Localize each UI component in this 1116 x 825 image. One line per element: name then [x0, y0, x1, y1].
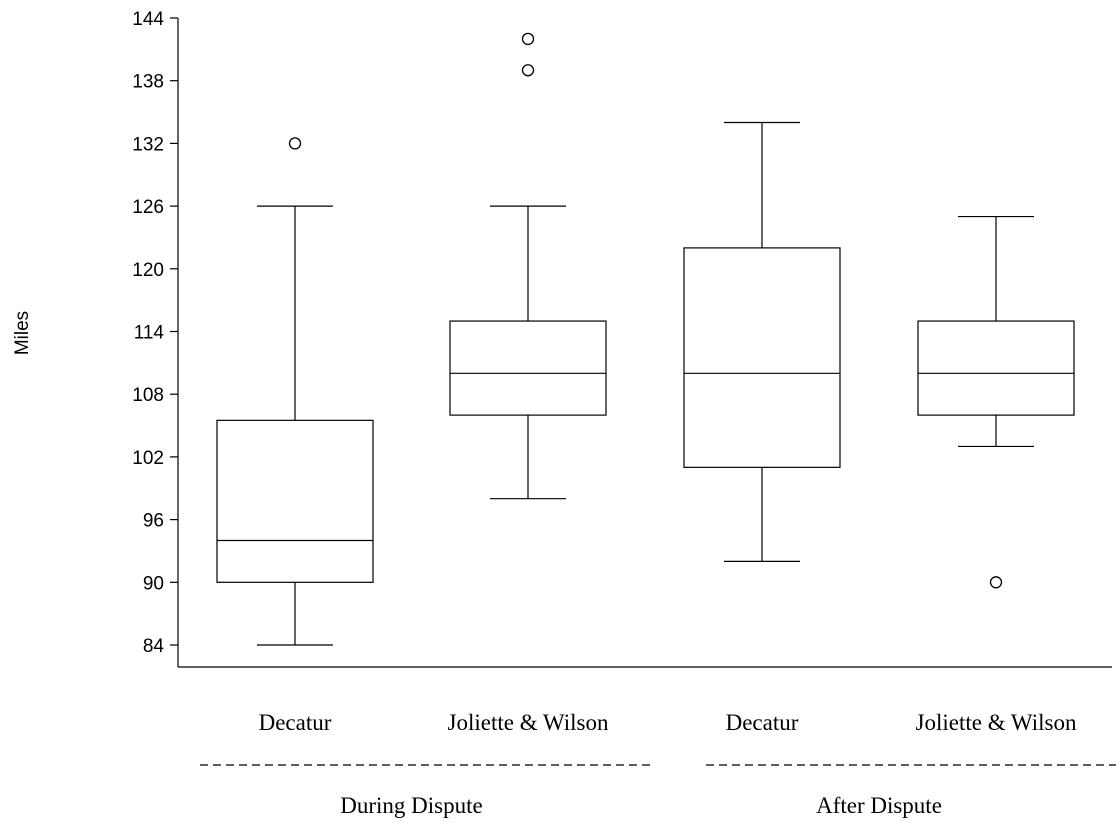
outlier-point: [288, 137, 302, 150]
y-tick-label: 108: [132, 385, 164, 406]
y-tick-label: 114: [134, 323, 165, 344]
y-axis-label: Miles: [12, 311, 33, 355]
y-tick-label: 96: [143, 511, 164, 532]
category-label: Joliette & Wilson: [448, 710, 609, 735]
category-label: Decatur: [726, 710, 799, 735]
box-2: [449, 32, 607, 500]
outlier-point: [521, 32, 535, 46]
y-tick-label: 144: [132, 9, 164, 30]
group-labels: During Dispute After Dispute: [200, 764, 1116, 818]
y-tick-label: 102: [132, 448, 164, 469]
y-tick-label: 84: [143, 636, 165, 657]
y-tick-label: 132: [132, 134, 164, 155]
y-tick-label: 90: [143, 573, 164, 594]
y-ticks: 84 90 96 102 108 114 120 126 132 138 144: [132, 9, 178, 657]
category-labels: Decatur Joliette & Wilson Decatur Joliette …: [259, 710, 1077, 735]
axes: [177, 18, 1112, 668]
y-tick-label: 120: [132, 260, 164, 281]
y-tick-label: 138: [132, 72, 164, 93]
box-1: [216, 137, 374, 646]
category-label: Decatur: [259, 710, 332, 735]
boxes: [216, 32, 1075, 646]
group-label: After Dispute: [816, 793, 942, 818]
category-label: Joliette & Wilson: [916, 710, 1077, 735]
iqr-box: [917, 320, 1075, 416]
iqr-box: [449, 320, 607, 416]
iqr-box: [216, 419, 374, 583]
group-label: During Dispute: [340, 793, 482, 818]
outlier-point: [521, 64, 535, 77]
box-3: [683, 121, 841, 563]
outlier-point: [989, 576, 1003, 589]
box-4: [917, 215, 1075, 589]
iqr-box: [683, 247, 841, 468]
y-tick-label: 126: [132, 197, 164, 218]
